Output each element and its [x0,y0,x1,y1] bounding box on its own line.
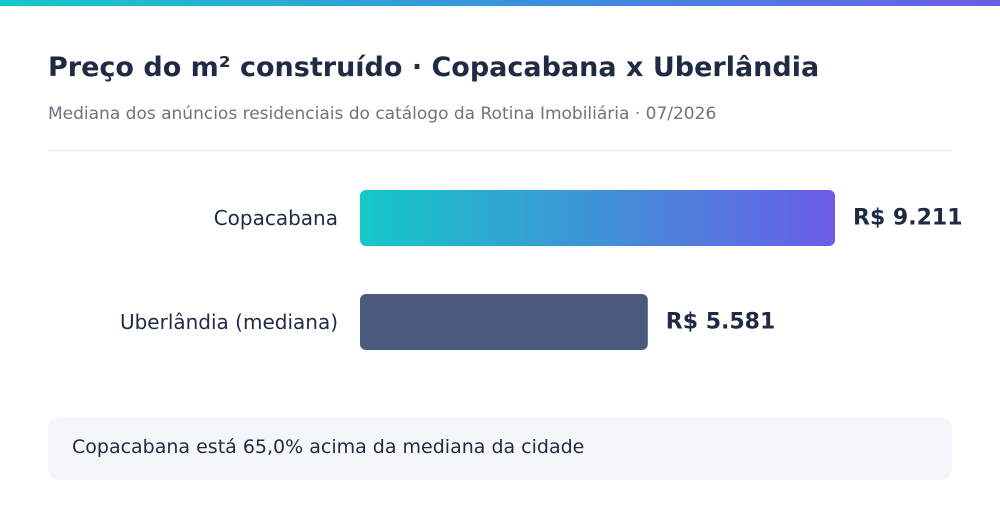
category-label: Copacabana [214,206,338,230]
comparison-note-text: Copacabana está 65,0% acima da mediana d… [72,436,585,458]
bar-copacabana [360,190,835,246]
chart-title: Preço do m² construído · Copacabana x Ub… [48,52,820,83]
top-accent-bar [0,0,1000,6]
bar-chart: Copacabana R$ 9.211 Uberlândia (mediana) R$… [120,190,963,350]
value-label: R$ 9.211 [853,206,963,231]
comparison-note: Copacabana está 65,0% acima da mediana d… [48,418,952,480]
bar-uberlandia [360,294,648,350]
category-label: Uberlândia (mediana) [120,310,338,334]
chart-subtitle: Mediana dos anúncios residenciais do cat… [48,104,717,124]
value-label: R$ 5.581 [666,310,776,335]
divider [48,150,952,151]
